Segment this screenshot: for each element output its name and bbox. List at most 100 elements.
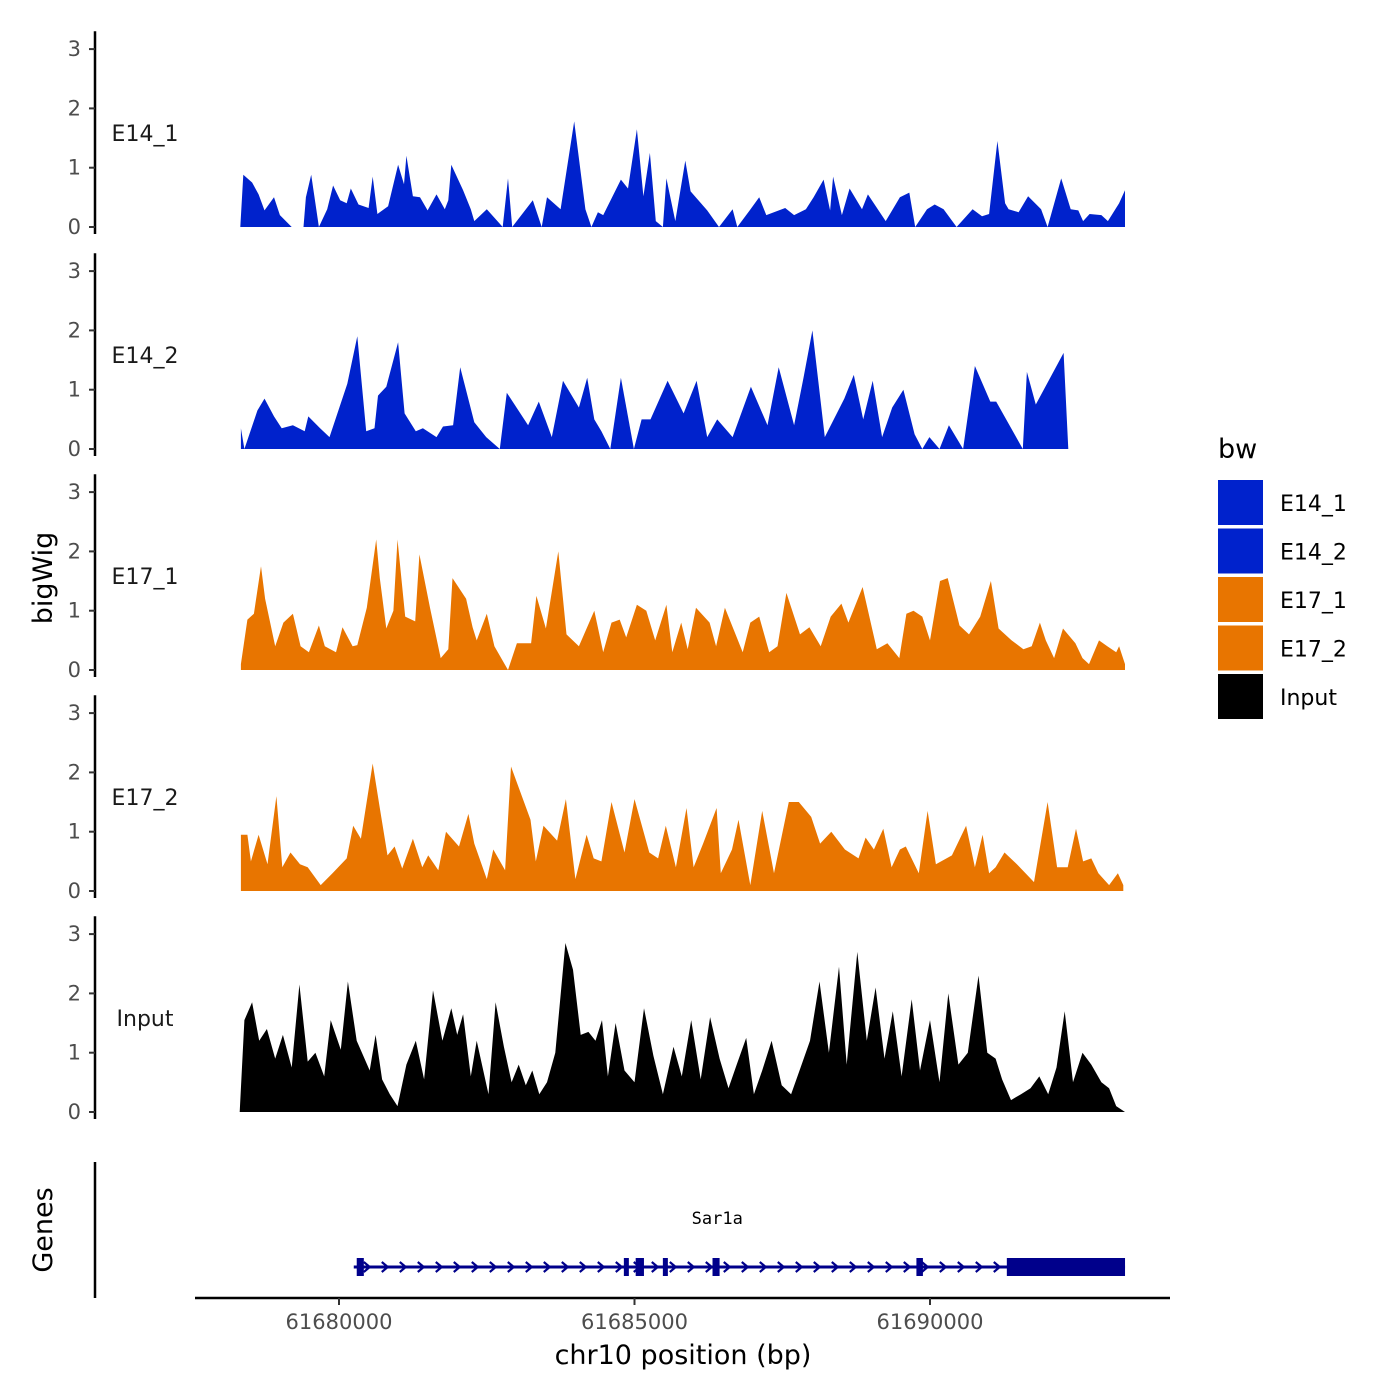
strand-arrow	[795, 1261, 804, 1273]
coverage-area-e17-1	[240, 539, 508, 670]
genes-axis-title: Genes	[28, 1187, 59, 1272]
coverage-area-e14-2	[240, 428, 245, 449]
strand-arrow	[705, 1261, 714, 1273]
gene-exon	[635, 1258, 644, 1276]
coverage-area-e17-1	[508, 551, 1125, 670]
gene-exon	[916, 1258, 923, 1276]
x-tick-label: 61690000	[877, 1310, 984, 1334]
gene-exon	[712, 1258, 720, 1276]
track-e14-1: 0 1 2 3 E14_1	[68, 31, 1125, 239]
strand-arrow	[921, 1261, 930, 1273]
y-tick-label: 2	[68, 318, 81, 342]
y-tick-label: 2	[68, 981, 81, 1005]
strand-arrow	[435, 1261, 444, 1273]
legend-label-input: Input	[1280, 686, 1337, 711]
y-tick-label: 3	[68, 922, 81, 946]
strand-arrow	[993, 1261, 1002, 1273]
y-tick-label: 3	[68, 259, 81, 283]
coverage-area-input	[239, 943, 1125, 1112]
legend-swatch-e14-1	[1218, 480, 1263, 525]
y-tick-label: 1	[68, 156, 81, 180]
coverage-area-e14-1	[662, 160, 719, 227]
strand-arrow	[939, 1261, 948, 1273]
coverage-area-e14-2	[610, 377, 634, 449]
strand-arrow	[957, 1261, 966, 1273]
strand-arrow	[579, 1261, 588, 1273]
coverage-area-e14-1	[915, 204, 957, 227]
strand-arrow	[885, 1261, 894, 1273]
strand-arrow	[525, 1261, 534, 1273]
panel-label-e17-1: E17_1	[112, 565, 179, 590]
y-tick-label: 2	[68, 539, 81, 563]
strand-arrow	[381, 1261, 390, 1273]
coverage-area-e14-1	[318, 155, 503, 227]
y-tick-label: 0	[68, 879, 81, 903]
strand-arrow	[741, 1261, 750, 1273]
strand-arrow	[975, 1261, 984, 1273]
coverage-area-e14-2	[939, 425, 964, 449]
legend-label-e17-1: E17_1	[1280, 589, 1347, 614]
y-tick-label: 2	[68, 760, 81, 784]
coverage-area-e14-1	[737, 176, 916, 227]
y-tick-label: 0	[68, 658, 81, 682]
y-tick-label: 3	[68, 701, 81, 725]
legend: bw E14_1 E14_2 E17_1 E17_2 Input	[1218, 434, 1347, 719]
panel-label-e14-1: E14_1	[112, 122, 179, 147]
y-tick-label: 1	[68, 820, 81, 844]
coverage-area-e14-2	[499, 377, 611, 449]
gene-exon	[1006, 1258, 1126, 1276]
legend-label-e17-2: E17_2	[1280, 638, 1347, 663]
x-axis: 61680000 61685000 61690000	[195, 1296, 1170, 1334]
gene-exon	[356, 1258, 364, 1276]
coverage-area-e14-1	[719, 209, 738, 227]
strand-arrow	[399, 1261, 408, 1273]
track-input: 0 1 2 3 Input	[68, 916, 1125, 1124]
gene-exon	[662, 1258, 668, 1276]
coverage-area-e14-1	[240, 174, 292, 227]
legend-swatch-e17-1	[1218, 577, 1263, 622]
coverage-area-e17-2	[240, 763, 1124, 891]
strand-arrow	[615, 1261, 624, 1273]
strand-arrow	[903, 1261, 912, 1273]
coverage-area-e14-2	[963, 366, 1023, 449]
strand-arrow	[417, 1261, 426, 1273]
y-tick-label: 0	[68, 1100, 81, 1124]
strand-arrow	[759, 1261, 768, 1273]
y-tick-label: 1	[68, 599, 81, 623]
strand-arrow	[777, 1261, 786, 1273]
x-tick-label: 61685000	[581, 1310, 688, 1334]
y-tick-label: 1	[68, 378, 81, 402]
strand-arrow	[669, 1261, 678, 1273]
coverage-area-e14-2	[244, 336, 500, 449]
legend-label-e14-2: E14_2	[1280, 541, 1347, 566]
coverage-area-e14-1	[502, 178, 513, 227]
x-tick-label: 61680000	[286, 1310, 393, 1334]
y-tick-label: 1	[68, 1041, 81, 1065]
coverage-area-e14-1	[591, 129, 663, 227]
coverage-area-e14-1	[303, 174, 319, 227]
strand-arrow	[453, 1261, 462, 1273]
y-tick-label: 3	[68, 480, 81, 504]
strand-arrow	[831, 1261, 840, 1273]
strand-arrow	[543, 1261, 552, 1273]
y-tick-label: 3	[68, 37, 81, 61]
y-tick-label: 0	[68, 437, 81, 461]
legend-title: bw	[1218, 434, 1257, 465]
gene-sar1a: Sar1a	[353, 1209, 1126, 1276]
y-axis-title: bigWig	[28, 532, 59, 625]
legend-swatch-e17-2	[1218, 625, 1263, 671]
y-tick-label: 2	[68, 96, 81, 120]
track-e14-2: 0 1 2 3 E14_2	[68, 253, 1069, 461]
x-axis-title: chr10 position (bp)	[555, 1340, 812, 1371]
strand-arrow	[471, 1261, 480, 1273]
legend-swatch-e14-2	[1218, 528, 1263, 574]
strand-arrow	[687, 1261, 696, 1273]
strand-arrow	[363, 1261, 372, 1273]
strand-arrow	[813, 1261, 822, 1273]
legend-swatch-input	[1218, 674, 1263, 719]
coverage-area-e14-1	[1047, 178, 1125, 227]
coverage-area-e14-2	[1022, 352, 1069, 449]
coverage-area-e14-1	[541, 121, 592, 227]
coverage-area-e14-2	[922, 437, 940, 449]
